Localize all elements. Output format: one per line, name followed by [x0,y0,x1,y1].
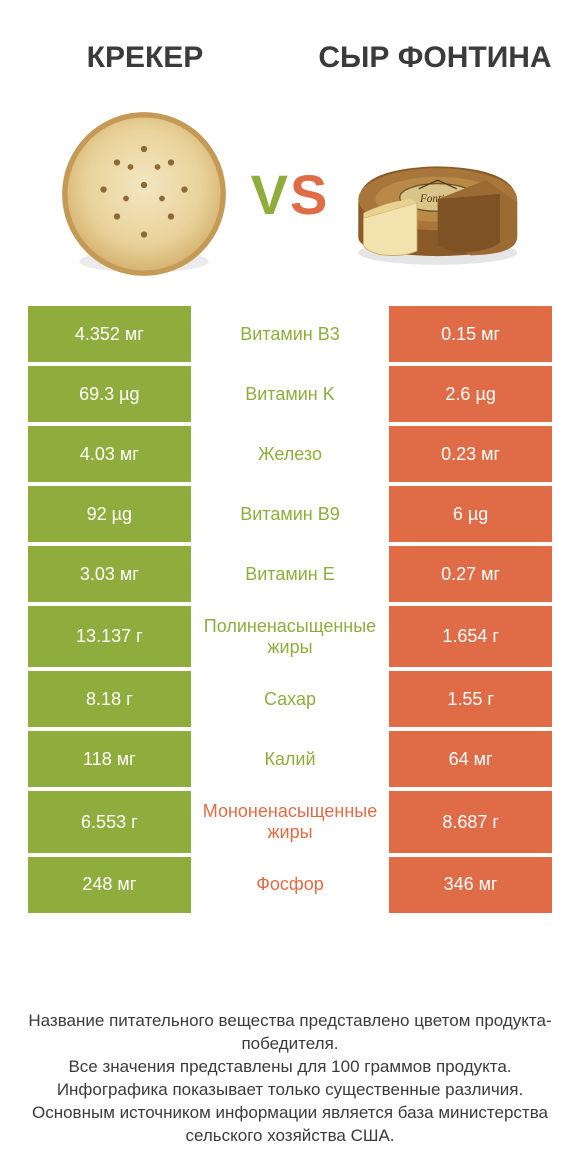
vs-s: S [290,163,329,226]
nutrient-name: Витамин B9 [191,486,390,542]
table-row: 248 мгФосфор346 мг [28,857,552,913]
comparison-table: 4.352 мгВитамин B30.15 мг69.3 µgВитамин … [0,306,580,913]
right-value: 2.6 µg [389,366,552,422]
header-titles: КРЕКЕР СЫР ФОНТИНА [0,0,580,106]
right-value: 8.687 г [389,791,552,852]
right-value: 0.23 мг [389,426,552,482]
nutrient-name: Мононенасыщенные жиры [191,791,390,852]
left-value: 8.18 г [28,671,191,727]
nutrient-name: Железо [191,426,390,482]
table-row: 69.3 µgВитамин K2.6 µg [28,366,552,422]
left-value: 248 мг [28,857,191,913]
right-value: 1.654 г [389,606,552,667]
right-title: СЫР ФОНТИНА [290,22,580,94]
right-value: 1.55 г [389,671,552,727]
vs-label: VS [251,162,330,227]
right-value: 6 µg [389,486,552,542]
left-value: 118 мг [28,731,191,787]
nutrient-name: Полиненасыщенные жиры [191,606,390,667]
table-row: 13.137 гПолиненасыщенные жиры1.654 г [28,606,552,667]
footer-line: Инфографика показывает только существенн… [28,1079,552,1102]
left-value: 69.3 µg [28,366,191,422]
left-value: 92 µg [28,486,191,542]
nutrient-name: Витамин B3 [191,306,390,362]
left-food-image [49,99,239,289]
cracker-icon [54,104,234,284]
right-value: 0.15 мг [389,306,552,362]
right-value: 346 мг [389,857,552,913]
nutrient-name: Фосфор [191,857,390,913]
footer-line: Название питательного вещества представл… [28,1010,552,1056]
left-value: 4.352 мг [28,306,191,362]
table-row: 6.553 гМононенасыщенные жиры8.687 г [28,791,552,852]
right-value: 64 мг [389,731,552,787]
nutrient-name: Витамин E [191,546,390,602]
left-title: КРЕКЕР [0,22,290,94]
table-row: 4.03 мгЖелезо0.23 мг [28,426,552,482]
left-value: 4.03 мг [28,426,191,482]
nutrient-name: Витамин K [191,366,390,422]
left-value: 6.553 г [28,791,191,852]
nutrient-name: Сахар [191,671,390,727]
table-row: 118 мгКалий64 мг [28,731,552,787]
nutrient-name: Калий [191,731,390,787]
right-food-image: Fontina [341,99,531,289]
left-value: 3.03 мг [28,546,191,602]
cheese-icon: Fontina [341,114,531,274]
table-row: 4.352 мгВитамин B30.15 мг [28,306,552,362]
vs-v: V [251,163,290,226]
table-row: 8.18 гСахар1.55 г [28,671,552,727]
left-value: 13.137 г [28,606,191,667]
table-row: 92 µgВитамин B96 µg [28,486,552,542]
footer-line: Основным источником информации является … [28,1102,552,1148]
right-value: 0.27 мг [389,546,552,602]
hero-row: VS Fontina [0,106,580,306]
footer-line: Все значения представлены для 100 граммо… [28,1056,552,1079]
footer-note: Название питательного вещества представл… [0,1010,580,1148]
table-row: 3.03 мгВитамин E0.27 мг [28,546,552,602]
